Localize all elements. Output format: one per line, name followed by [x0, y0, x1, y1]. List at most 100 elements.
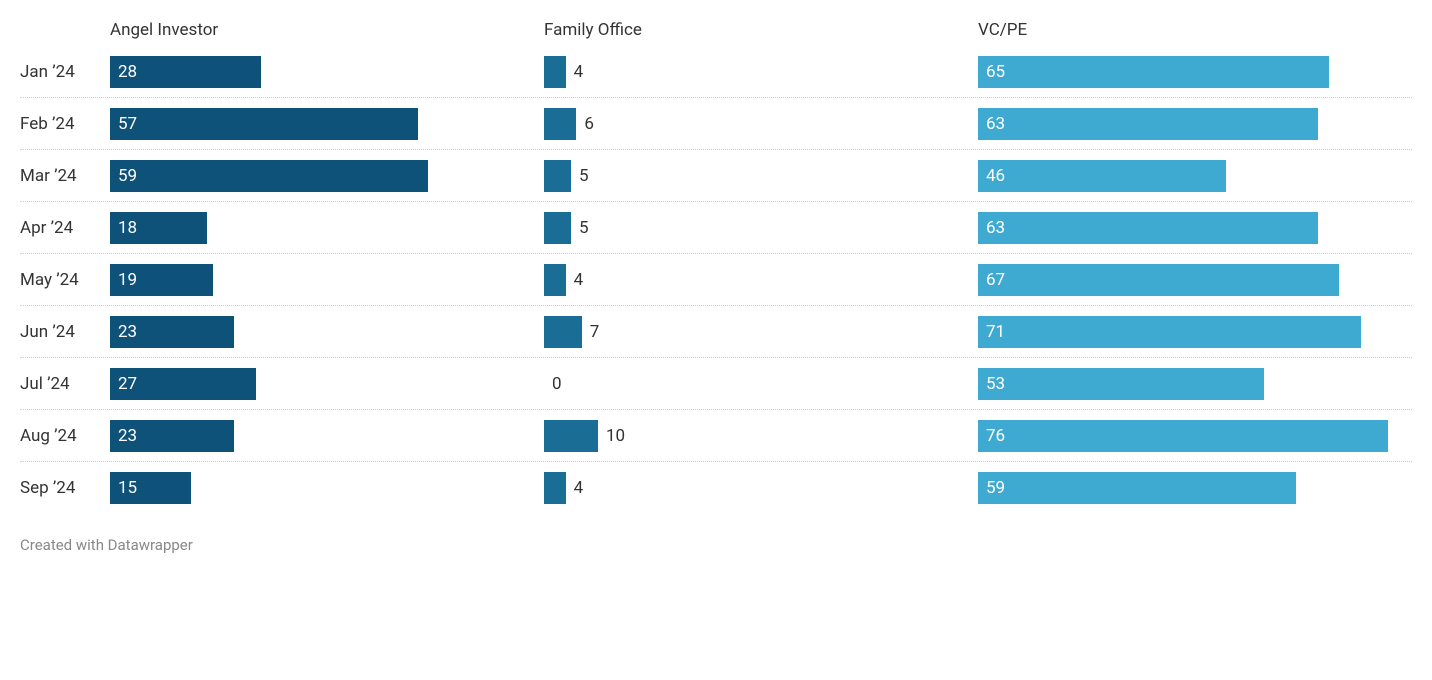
table-row: Aug ’2423 1076 — [20, 410, 1412, 462]
bar-wrap: 5 — [544, 212, 954, 244]
bar-value: 28 — [110, 62, 137, 82]
bar-value: 6 — [576, 114, 594, 134]
table-row: Sep ’2415 4 59 — [20, 462, 1412, 514]
bar-value: 15 — [110, 478, 137, 498]
bar-wrap: 57 — [110, 108, 520, 140]
bar-cell: 7 — [544, 316, 978, 348]
bar-cell: 67 — [978, 264, 1412, 296]
bar: 53 — [978, 368, 1264, 400]
bar-wrap: 63 — [978, 212, 1388, 244]
bar: 23 — [110, 316, 234, 348]
bar-wrap: 71 — [978, 316, 1388, 348]
bar: 76 — [978, 420, 1388, 452]
table-row: Jun ’2423 7 71 — [20, 306, 1412, 358]
bar: 63 — [978, 108, 1318, 140]
bar-value: 19 — [110, 270, 137, 290]
bar-cell: 63 — [978, 108, 1412, 140]
table-row: Apr ’2418 5 63 — [20, 202, 1412, 254]
bar-value: 63 — [978, 114, 1005, 134]
bar-value: 59 — [110, 166, 137, 186]
bar: 18 — [110, 212, 207, 244]
bar: 57 — [110, 108, 418, 140]
table-row: Jul ’2427 0 53 — [20, 358, 1412, 410]
bar-cell: 28 — [110, 56, 544, 88]
column-header: Angel Investor — [110, 20, 218, 40]
row-label: Apr ’24 — [20, 218, 110, 238]
bar-cell: 59 — [110, 160, 544, 192]
bar: 71 — [978, 316, 1361, 348]
column-header-cell: VC/PE — [978, 20, 1412, 40]
bar-cell: 15 — [110, 472, 544, 504]
table-row: Jan ’2428465 — [20, 46, 1412, 98]
bar-value: 4 — [566, 478, 584, 498]
bar-cell: 27 — [110, 368, 544, 400]
bar-wrap: 53 — [978, 368, 1388, 400]
bar-cell: 5 — [544, 212, 978, 244]
bar-cell: 57 — [110, 108, 544, 140]
row-label: Mar ’24 — [20, 166, 110, 186]
bar-wrap: 4 — [544, 472, 954, 504]
bar — [544, 264, 566, 296]
table-row: May ’2419 4 67 — [20, 254, 1412, 306]
bar-value: 27 — [110, 374, 137, 394]
bar-wrap: 19 — [110, 264, 520, 296]
bar-cell: 59 — [978, 472, 1412, 504]
row-label: Feb ’24 — [20, 114, 110, 134]
column-header: VC/PE — [978, 20, 1027, 40]
bar-wrap: 59 — [978, 472, 1388, 504]
bar-value: 65 — [978, 62, 1005, 82]
row-label: Aug ’24 — [20, 426, 110, 446]
row-label: Jul ’24 — [20, 374, 110, 394]
bar-wrap: 23 — [110, 420, 520, 452]
bar-cell: 19 — [110, 264, 544, 296]
bar-value: 23 — [110, 426, 137, 446]
bar-cell: 4 — [544, 264, 978, 296]
bar-cell: 4 — [544, 56, 978, 88]
row-label: Jun ’24 — [20, 322, 110, 342]
table-row: Feb ’2457 6 63 — [20, 98, 1412, 150]
rows-container: Jan ’2428465Feb ’2457663Mar ’2459546Apr … — [20, 46, 1412, 514]
bar — [544, 160, 571, 192]
bar-wrap: 4 — [544, 264, 954, 296]
column-header-cell: Angel Investor — [110, 20, 544, 40]
bar-value: 0 — [544, 374, 562, 394]
bar: 28 — [110, 56, 261, 88]
bar — [544, 108, 576, 140]
bar-wrap: 0 — [544, 368, 954, 400]
bar-cell: 76 — [978, 420, 1412, 452]
bar: 46 — [978, 160, 1226, 192]
bar-wrap: 6 — [544, 108, 954, 140]
bar-cell: 6 — [544, 108, 978, 140]
bar-value: 46 — [978, 166, 1005, 186]
bar-value: 5 — [571, 166, 589, 186]
bar-value: 4 — [566, 270, 584, 290]
table-row: Mar ’2459 5 46 — [20, 150, 1412, 202]
bar-cell: 5 — [544, 160, 978, 192]
bar-value: 67 — [978, 270, 1005, 290]
bar-value: 59 — [978, 478, 1005, 498]
bar-cell: 10 — [544, 420, 978, 452]
bar-value: 53 — [978, 374, 1005, 394]
row-label: Sep ’24 — [20, 478, 110, 498]
column-header-cell: Family Office — [544, 20, 978, 40]
bar-cell: 46 — [978, 160, 1412, 192]
bar-wrap: 4 — [544, 56, 954, 88]
bar-wrap: 46 — [978, 160, 1388, 192]
bar-wrap: 67 — [978, 264, 1388, 296]
bar-cell: 4 — [544, 472, 978, 504]
bar-cell: 0 — [544, 368, 978, 400]
bar-wrap: 65 — [978, 56, 1388, 88]
bar-value: 63 — [978, 218, 1005, 238]
bar: 27 — [110, 368, 256, 400]
bar-wrap: 28 — [110, 56, 520, 88]
bar-cell: 63 — [978, 212, 1412, 244]
bar-value: 4 — [566, 62, 584, 82]
bar-wrap: 7 — [544, 316, 954, 348]
bar-value: 23 — [110, 322, 137, 342]
bar-cell: 71 — [978, 316, 1412, 348]
bar-value: 7 — [582, 322, 600, 342]
bar: 59 — [110, 160, 428, 192]
bar-value: 5 — [571, 218, 589, 238]
bar — [544, 316, 582, 348]
row-label: May ’24 — [20, 270, 110, 290]
